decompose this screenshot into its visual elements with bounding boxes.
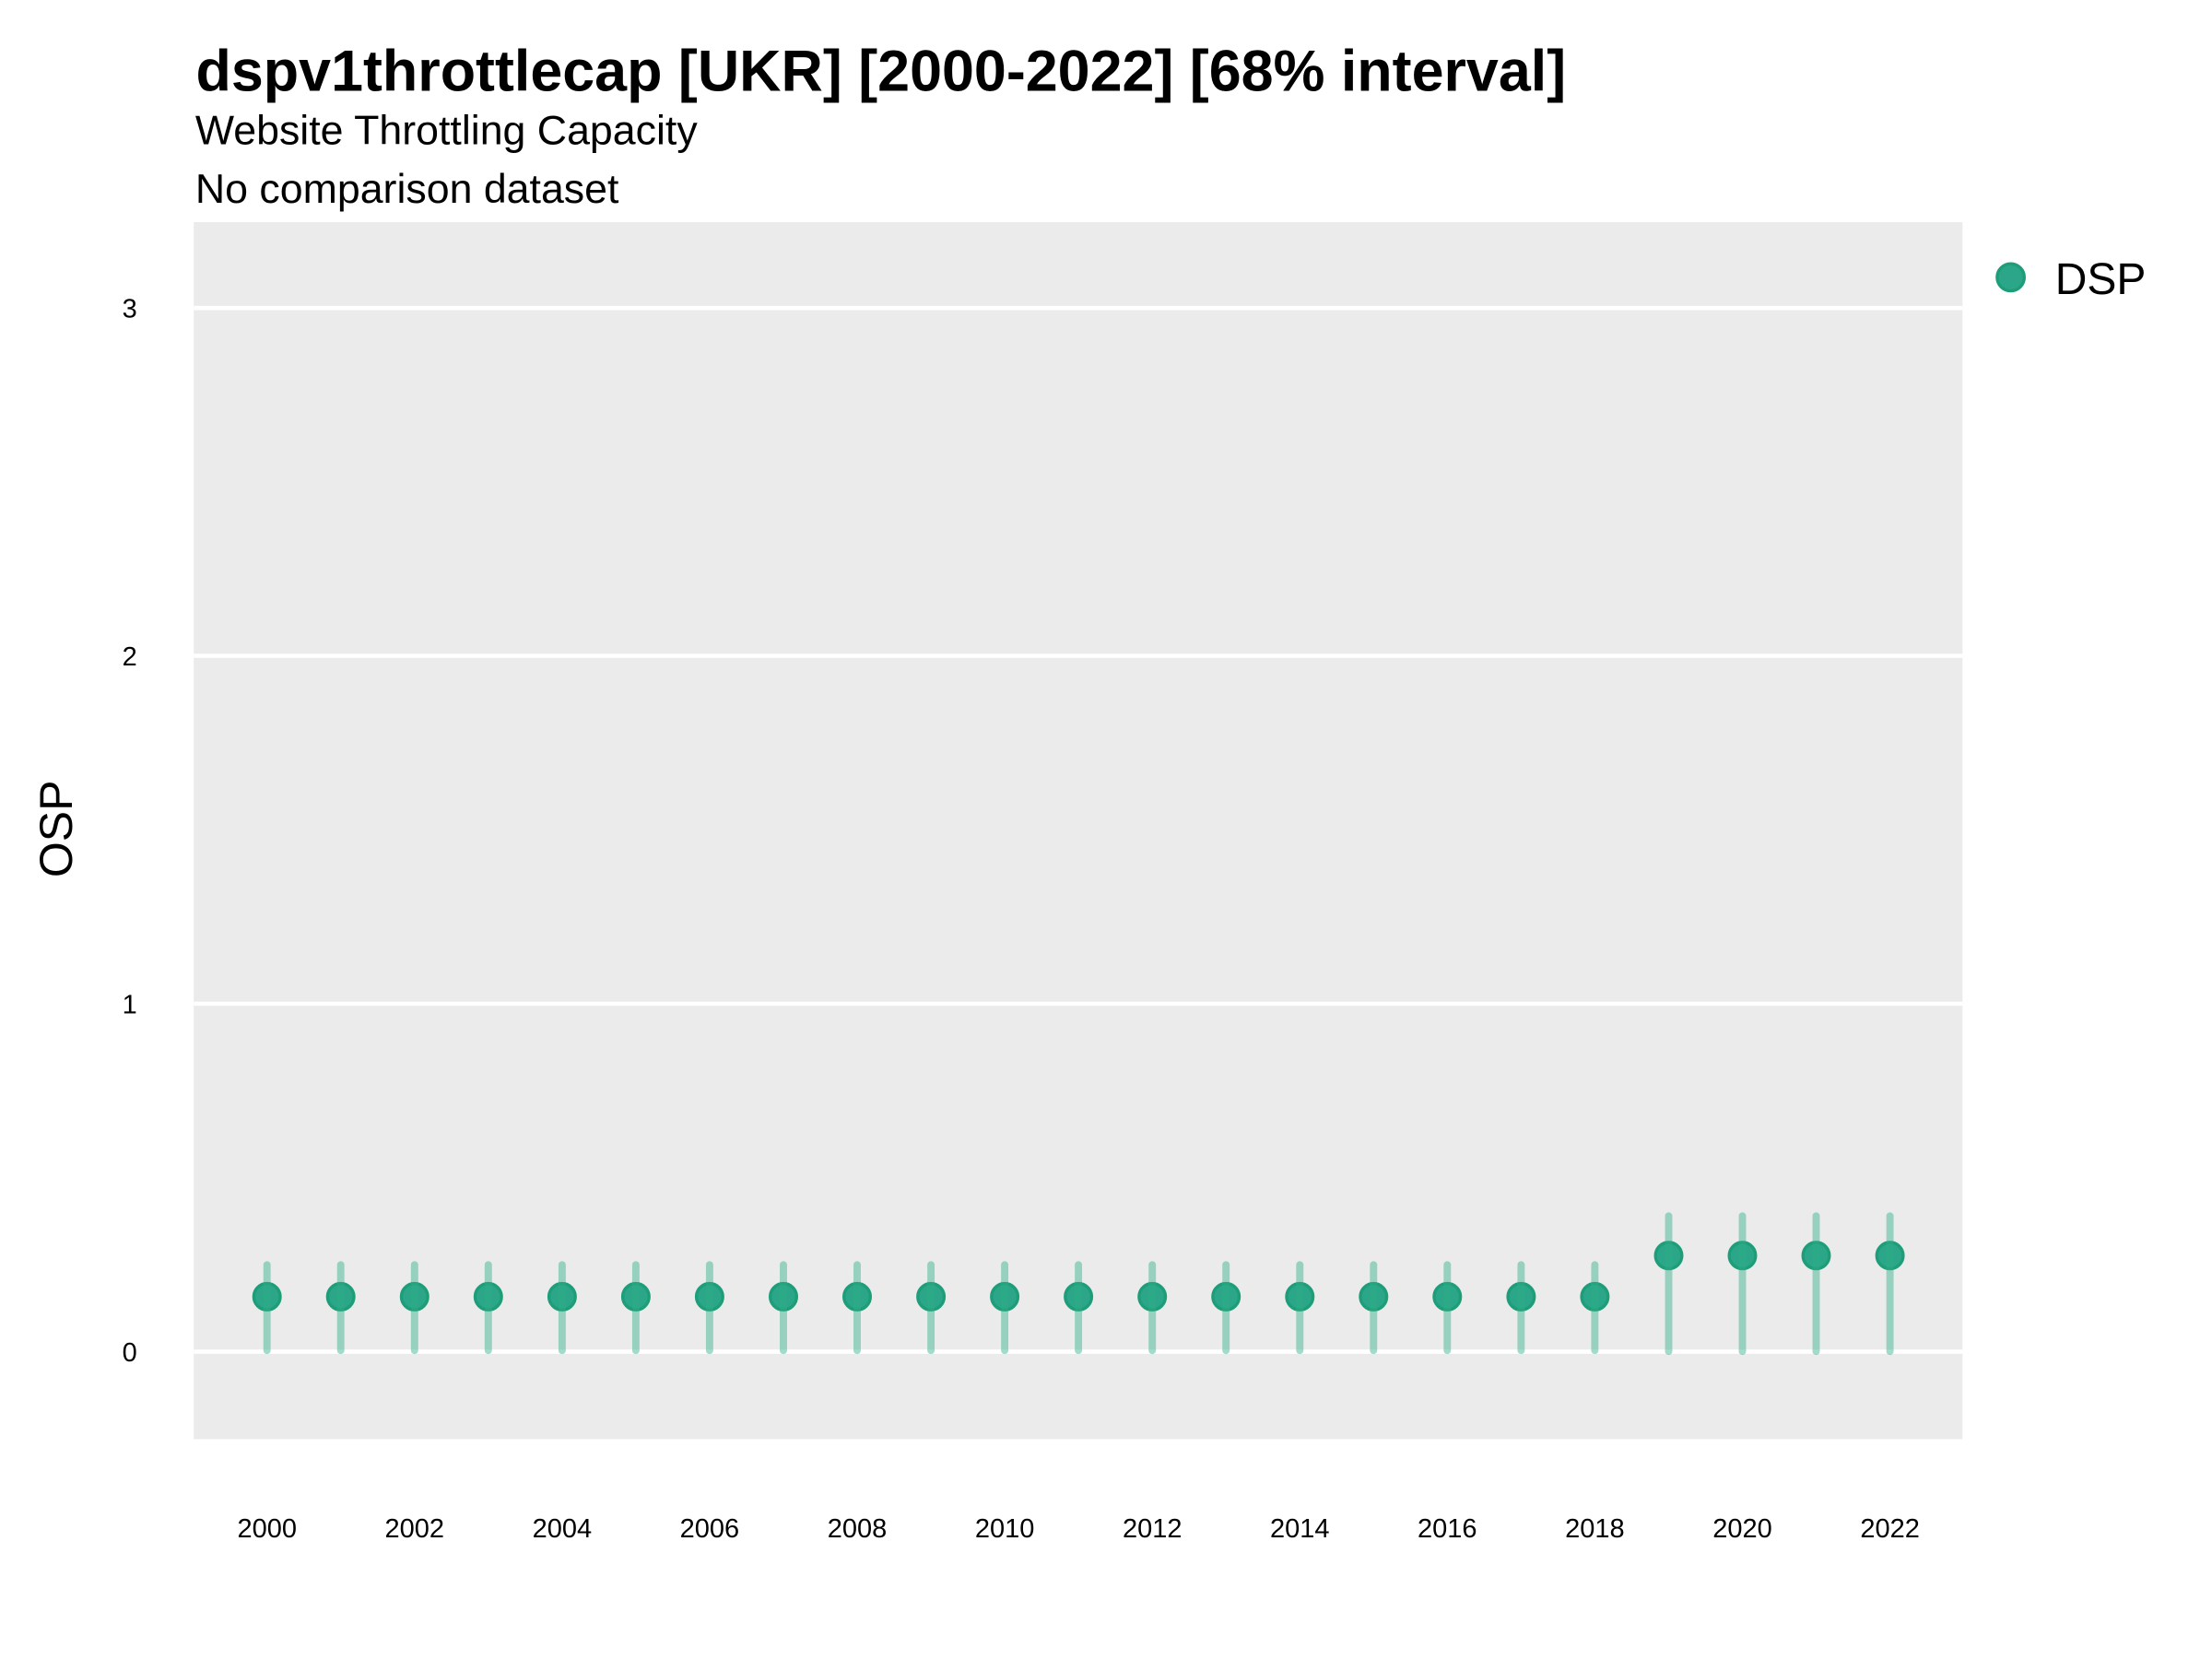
svg-text:2012: 2012 [1123, 1514, 1182, 1544]
svg-text:2002: 2002 [385, 1514, 445, 1544]
svg-text:dspv1throttlecap [UKR] [2000-2: dspv1throttlecap [UKR] [2000-2022] [68% … [196, 40, 1567, 104]
svg-text:2008: 2008 [828, 1514, 888, 1544]
svg-text:2016: 2016 [1418, 1514, 1477, 1544]
svg-text:2014: 2014 [1270, 1514, 1330, 1544]
svg-text:3: 3 [123, 295, 137, 324]
svg-text:No comparison dataset: No comparison dataset [195, 167, 619, 212]
svg-text:1: 1 [123, 990, 137, 1019]
svg-text:0: 0 [123, 1338, 137, 1368]
svg-text:Website Throttling Capacity: Website Throttling Capacity [195, 109, 698, 154]
svg-text:2006: 2006 [680, 1514, 740, 1544]
svg-text:2010: 2010 [975, 1514, 1035, 1544]
svg-text:2022: 2022 [1860, 1514, 1920, 1544]
svg-text:2: 2 [123, 642, 137, 672]
svg-text:2004: 2004 [533, 1514, 593, 1544]
svg-text:OSP: OSP [30, 781, 82, 878]
svg-text:DSP: DSP [2055, 255, 2147, 304]
svg-text:2018: 2018 [1565, 1514, 1625, 1544]
svg-text:2020: 2020 [1712, 1514, 1772, 1544]
svg-text:2000: 2000 [237, 1514, 297, 1544]
